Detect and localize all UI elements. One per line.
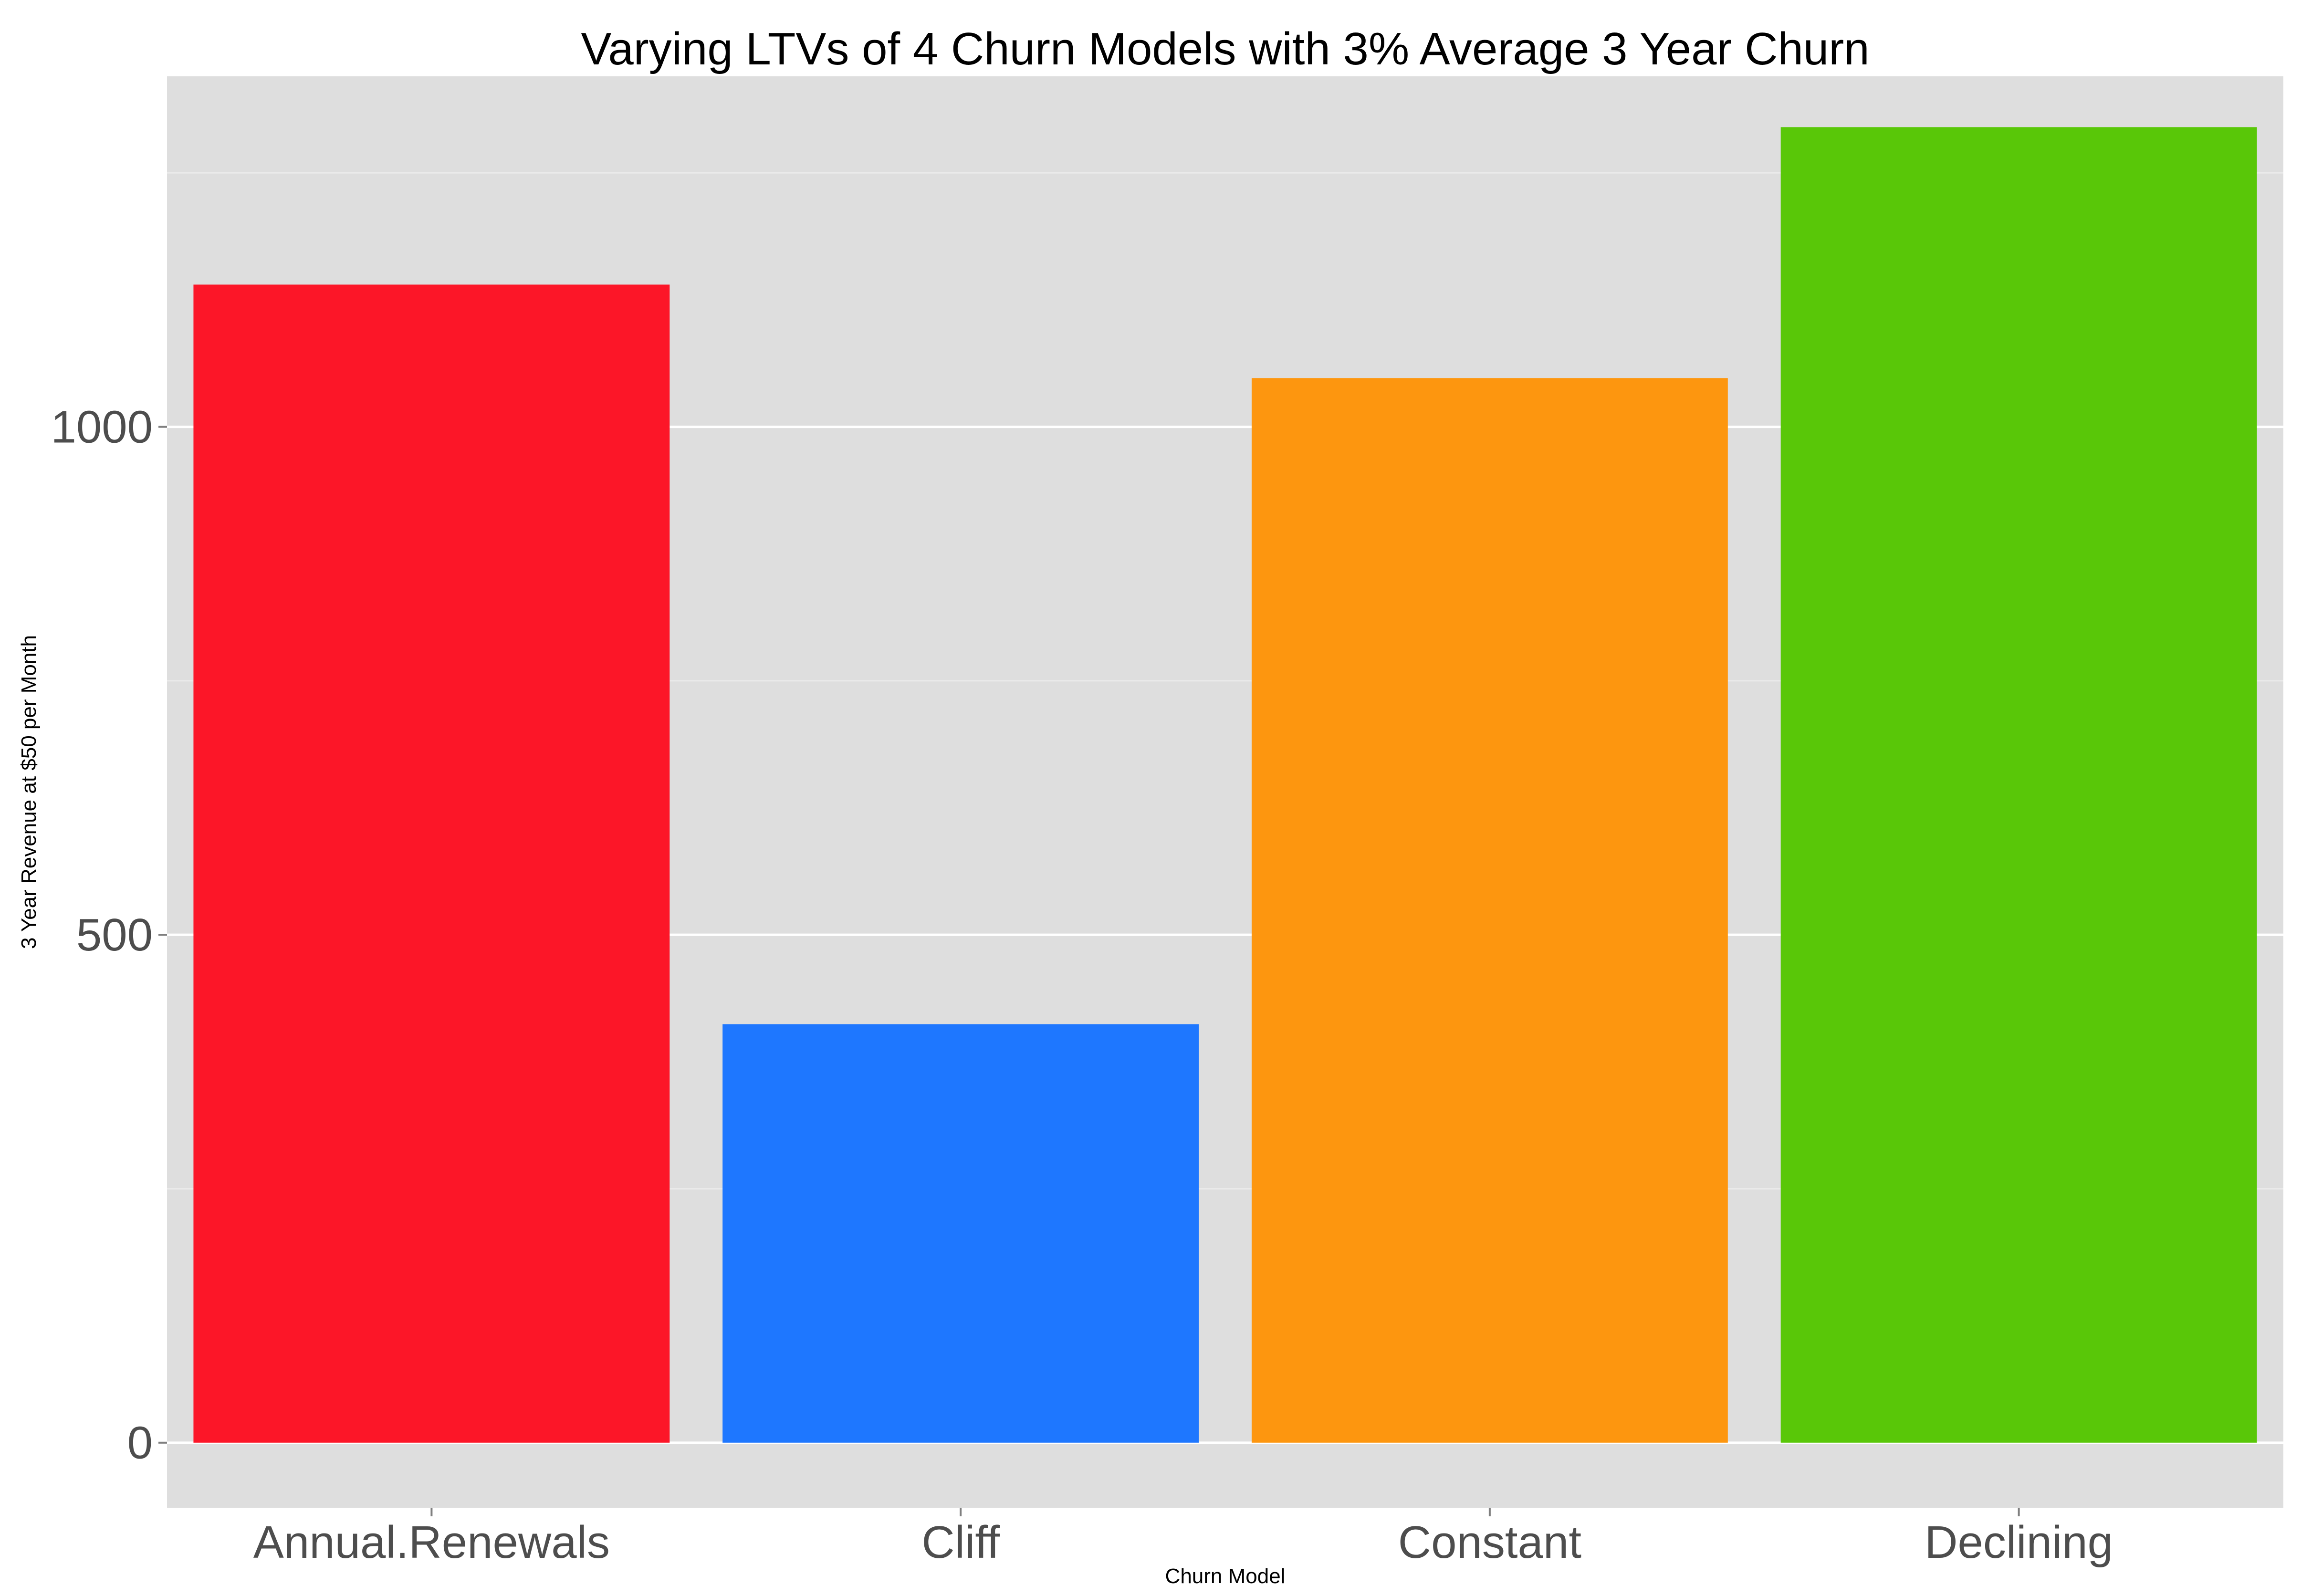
x-tick-label: Cliff — [921, 1517, 1000, 1568]
y-axis-label: 3 Year Revenue at $50 per Month — [17, 635, 41, 949]
x-axis-label: Churn Model — [1165, 1565, 1286, 1588]
x-tick-label: Declining — [1925, 1517, 2113, 1568]
x-axis: Annual.Renewals Cliff Constant Declining — [253, 1508, 2113, 1568]
bars — [193, 127, 2257, 1443]
y-tick-label: 500 — [76, 909, 153, 960]
bar-cliff — [722, 1024, 1199, 1443]
y-tick-label: 1000 — [51, 402, 153, 453]
bar-declining — [1780, 127, 2257, 1443]
bar-constant — [1251, 378, 1728, 1443]
bar-annual-renewals — [193, 284, 670, 1443]
y-axis: 0 500 1000 — [51, 402, 167, 1469]
x-tick-label: Annual.Renewals — [253, 1517, 610, 1568]
y-tick-label: 0 — [127, 1418, 153, 1469]
x-tick-label: Constant — [1398, 1517, 1581, 1568]
chart-title: Varying LTVs of 4 Churn Models with 3% A… — [581, 23, 1869, 74]
